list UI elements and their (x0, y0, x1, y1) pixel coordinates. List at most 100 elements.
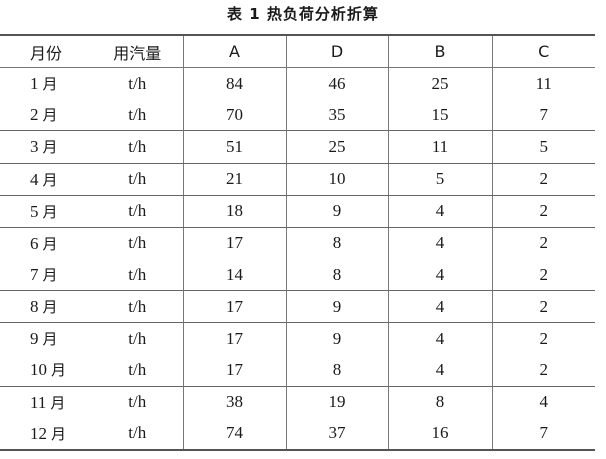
b-cell: 4 (387, 290, 492, 324)
d-cell: 9 (285, 195, 388, 228)
d-cell: 8 (285, 354, 388, 387)
unit-cell: t/h (128, 392, 147, 412)
c-cell: 11 (491, 67, 595, 100)
unit-cell: t/h (92, 290, 183, 324)
table-row: 6 月 t/h 17 8 4 2 (0, 227, 595, 259)
table-row: 3 月 t/h 51 25 11 5 (0, 130, 595, 164)
month-number: 3 (30, 137, 39, 157)
month-number: 8 (30, 297, 39, 317)
unit-cell: t/h (128, 73, 147, 93)
unit-cell: t/h (128, 233, 147, 253)
table-row: 9 月 t/h 17 9 4 2 (0, 322, 595, 355)
table-row: 5 月 t/h 18 9 4 2 (0, 195, 595, 228)
month-number: 11 (30, 392, 47, 412)
table-title: 表 1 热负荷分析折算 (227, 5, 379, 23)
table-row: 10 月 t/h 17 8 4 2 (0, 354, 595, 387)
c-cell: 2 (491, 354, 595, 387)
a-cell: 51 (182, 130, 286, 164)
b-cell: 8 (387, 386, 492, 418)
a-cell: 70 (182, 99, 286, 132)
c-cell: 7 (491, 99, 595, 132)
b-cell: 4 (387, 322, 492, 355)
b-cell: 15 (387, 99, 492, 132)
a-cell: 17 (182, 354, 286, 387)
c-cell: 2 (491, 258, 595, 292)
month-suffix: 月 (42, 106, 58, 125)
table-row: 1 月 t/h 84 46 25 11 (0, 67, 595, 100)
c-cell: 2 (491, 322, 595, 355)
month-number: 9 (30, 329, 39, 349)
month-number: 10 (30, 360, 47, 380)
month-cell: 12 月 (0, 417, 92, 451)
d-cell: 25 (285, 130, 388, 164)
b-cell: 4 (387, 354, 492, 387)
table-row: 7 月 t/h 14 8 4 2 (0, 258, 595, 292)
header-a: A (182, 34, 286, 69)
heat-load-table: 月份 用汽量 A D B C 1 月 t/h 84 46 25 11 2 月 t/h 70 35 15 7… (0, 34, 595, 451)
unit-cell: t/h (128, 328, 147, 348)
month-suffix: 月 (42, 330, 58, 349)
d-cell: 9 (285, 322, 388, 355)
a-cell: 17 (182, 322, 286, 355)
a-cell: 18 (182, 195, 286, 228)
c-cell: 2 (491, 195, 595, 228)
month-cell: 11 月 (0, 386, 92, 418)
c-cell: 7 (491, 417, 595, 451)
c-cell: 2 (491, 163, 595, 196)
month-suffix: 月 (42, 75, 58, 94)
a-cell: 17 (182, 227, 286, 259)
d-cell: 37 (285, 417, 388, 451)
month-suffix: 月 (42, 266, 58, 285)
month-number: 12 (30, 423, 47, 443)
month-suffix: 月 (42, 234, 58, 253)
a-cell: 21 (182, 163, 286, 196)
month-number: 2 (30, 105, 39, 125)
header-steam: 用汽量 (92, 34, 183, 69)
unit-cell: t/h (92, 354, 183, 387)
c-cell: 2 (491, 290, 595, 324)
d-cell: 10 (285, 163, 388, 196)
c-cell: 5 (491, 130, 595, 164)
d-cell: 35 (285, 99, 388, 132)
header-c: C (491, 34, 595, 69)
table-row: 12 月 t/h 74 37 16 7 (0, 417, 595, 451)
a-cell: 74 (182, 417, 286, 451)
d-cell: 46 (285, 67, 388, 100)
month-suffix: 月 (50, 393, 66, 412)
month-number: 7 (30, 265, 39, 285)
b-cell: 11 (387, 130, 492, 164)
table-row: 8 月 t/h 17 9 4 2 (0, 290, 595, 324)
table-row: 11 月 t/h 38 19 8 4 (0, 386, 595, 418)
a-cell: 14 (182, 258, 286, 292)
table-row: 4 月 t/h 21 10 5 2 (0, 163, 595, 196)
b-cell: 5 (387, 163, 492, 196)
b-cell: 25 (387, 67, 492, 100)
b-cell: 16 (387, 417, 492, 451)
table-row: 2 月 t/h 70 35 15 7 (0, 99, 595, 132)
header-month: 月份 (0, 34, 92, 69)
a-cell: 84 (182, 67, 286, 100)
b-cell: 4 (387, 195, 492, 228)
month-suffix: 月 (51, 424, 67, 443)
a-cell: 17 (182, 290, 286, 324)
c-cell: 4 (491, 386, 595, 418)
unit-cell: t/h (92, 99, 183, 132)
c-cell: 2 (491, 227, 595, 259)
header-d: D (285, 34, 388, 69)
month-cell: 10 月 (0, 354, 92, 387)
b-cell: 4 (387, 258, 492, 292)
a-cell: 38 (182, 386, 286, 418)
header-row: 月份 用汽量 A D B C (0, 34, 595, 69)
d-cell: 8 (285, 227, 388, 259)
d-cell: 19 (285, 386, 388, 418)
month-number: 5 (30, 201, 39, 221)
